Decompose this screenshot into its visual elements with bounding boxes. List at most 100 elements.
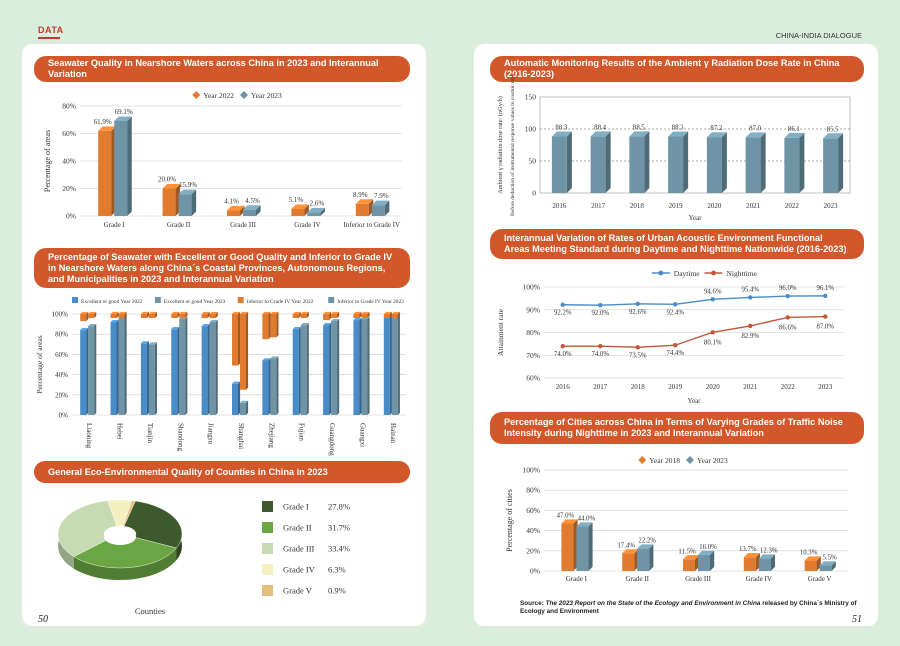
- radiation-bar: [745, 132, 766, 193]
- counties-slice: [123, 500, 183, 549]
- provinces-ytick-label: 100%: [52, 311, 69, 319]
- radiation-category-label: 2020: [707, 202, 722, 210]
- acoustic-point: [598, 303, 603, 308]
- acoustic-xtick-label: 2021: [743, 383, 758, 391]
- traffic-chart-title: Percentage of Cities across China in Ter…: [490, 412, 864, 444]
- acoustic-data-label: 96.0%: [779, 285, 797, 292]
- counties-slice: [57, 500, 118, 557]
- provinces-good-bar: [171, 327, 180, 415]
- provinces-category-label: Tianjin: [146, 423, 154, 443]
- acoustic-point: [748, 295, 753, 300]
- acoustic-chart-title: Interannual Variation of Rates of Urban …: [490, 229, 864, 259]
- provinces-inferior-bar: [331, 311, 340, 319]
- traffic-data-label: 5.5%: [823, 554, 837, 561]
- provinces-good-bar: [232, 381, 241, 415]
- provinces-inferior-bar: [353, 311, 362, 319]
- provinces-inferior-bar: [361, 311, 370, 319]
- provinces-inferior-bar: [292, 311, 301, 319]
- traffic-ytick-label: 60%: [526, 506, 540, 515]
- traffic-category-label: Grade IV: [746, 575, 772, 583]
- seawater-bar: [227, 205, 245, 216]
- provinces-inferior-bar: [118, 311, 127, 319]
- provinces-inferior-bar: [171, 311, 180, 319]
- provinces-inferior-bar: [383, 311, 392, 319]
- radiation-data-label: 88.5: [633, 124, 645, 131]
- provinces-good-bar: [80, 328, 89, 415]
- seawater-bar: [162, 183, 181, 216]
- provinces-ytick-label: 60%: [55, 351, 68, 359]
- provinces-inferior-bar: [391, 311, 400, 319]
- provinces-category-label: Jiangsu: [207, 423, 215, 445]
- traffic-category-label: Grade V: [808, 575, 832, 583]
- acoustic-data-label: 74.0%: [554, 351, 572, 358]
- radiation-category-label: 2018: [630, 202, 645, 210]
- seawater-bar: [178, 189, 197, 216]
- provinces-good-bar: [201, 324, 210, 415]
- provinces-category-label: Hebei: [116, 423, 124, 440]
- counties-legend-value: 27.8%: [328, 502, 350, 512]
- traffic-legend-swatch: [686, 456, 694, 464]
- seawater-category-label: Grade III: [230, 221, 257, 229]
- traffic-bar: [804, 556, 821, 571]
- radiation-category-label: 2022: [785, 202, 800, 210]
- acoustic-xtick-label: 2016: [556, 383, 571, 391]
- traffic-data-label: 13.7%: [739, 546, 757, 553]
- acoustic-data-label: 92.2%: [554, 310, 572, 317]
- provinces-good-bar: [209, 319, 218, 415]
- seawater-data-label: 15.9%: [179, 181, 197, 189]
- traffic-legend-label: Year 2023: [697, 456, 728, 465]
- acoustic-point: [785, 315, 790, 320]
- counties-slice-side: [73, 547, 177, 580]
- data-tag-underline: [38, 37, 60, 39]
- traffic-bar: [683, 555, 700, 571]
- provinces-good-bar: [110, 319, 119, 415]
- traffic-data-label: 47.0%: [557, 513, 575, 520]
- seawater-data-label: 69.1%: [115, 108, 133, 116]
- seawater-category-label: Grade II: [167, 221, 191, 229]
- counties-legend-label: Grade II: [283, 523, 312, 533]
- counties-slice: [122, 500, 136, 527]
- traffic-category-label: Grade III: [685, 575, 712, 583]
- acoustic-data-label: 74.0%: [591, 351, 609, 358]
- acoustic-point: [710, 297, 715, 302]
- radiation-bar: [668, 131, 689, 193]
- radiation-category-label: 2016: [552, 202, 567, 210]
- acoustic-legend-marker: [658, 270, 664, 276]
- radiation-data-label: 88.3: [555, 124, 567, 131]
- counties-legend-label: Grade I: [283, 502, 309, 512]
- provinces-ytick-label: 80%: [55, 331, 68, 339]
- radiation-bar: [629, 131, 650, 193]
- acoustic-point: [710, 330, 715, 335]
- radiation-bar: [706, 132, 727, 193]
- provinces-ytick-label: 20%: [55, 391, 68, 399]
- provinces-category-label: Zhejiang: [267, 423, 275, 448]
- seawater-data-label: 2.6%: [310, 199, 325, 207]
- counties-legend-value: 6.3%: [328, 565, 346, 575]
- publication-tag: CHINA-INDIA DIALOGUE: [775, 31, 862, 40]
- acoustic-ytick-label: 70%: [526, 351, 540, 360]
- provinces-inferior-bar: [209, 311, 218, 319]
- seawater-bar: [114, 116, 132, 216]
- traffic-bar: [819, 561, 836, 571]
- acoustic-data-label: 87.0%: [816, 324, 834, 331]
- acoustic-point: [635, 301, 640, 307]
- provinces-legend-label: Excellent or good Year 2023: [164, 299, 226, 305]
- acoustic-point: [673, 343, 678, 348]
- provinces-good-bar: [300, 323, 309, 415]
- provinces-category-label: Shandong: [176, 423, 184, 452]
- acoustic-point: [823, 314, 828, 319]
- acoustic-data-label: 94.6%: [704, 288, 722, 295]
- traffic-ytick-label: 20%: [526, 546, 540, 555]
- seawater-legend-label: Year 2022: [203, 91, 234, 100]
- provinces-inferior-bar: [262, 311, 271, 340]
- provinces-legend-swatch: [72, 297, 78, 303]
- provinces-good-bar: [118, 314, 127, 415]
- radiation-ytick-label: 150: [525, 93, 537, 102]
- provinces-ytick-label: 0%: [59, 412, 69, 420]
- acoustic-data-label: 86.6%: [779, 324, 797, 331]
- seawater-data-label: 7.9%: [374, 192, 389, 200]
- source-label: Source:: [520, 600, 544, 607]
- seawater-data-label: 4.5%: [245, 197, 260, 205]
- radiation-category-label: 2023: [824, 202, 839, 210]
